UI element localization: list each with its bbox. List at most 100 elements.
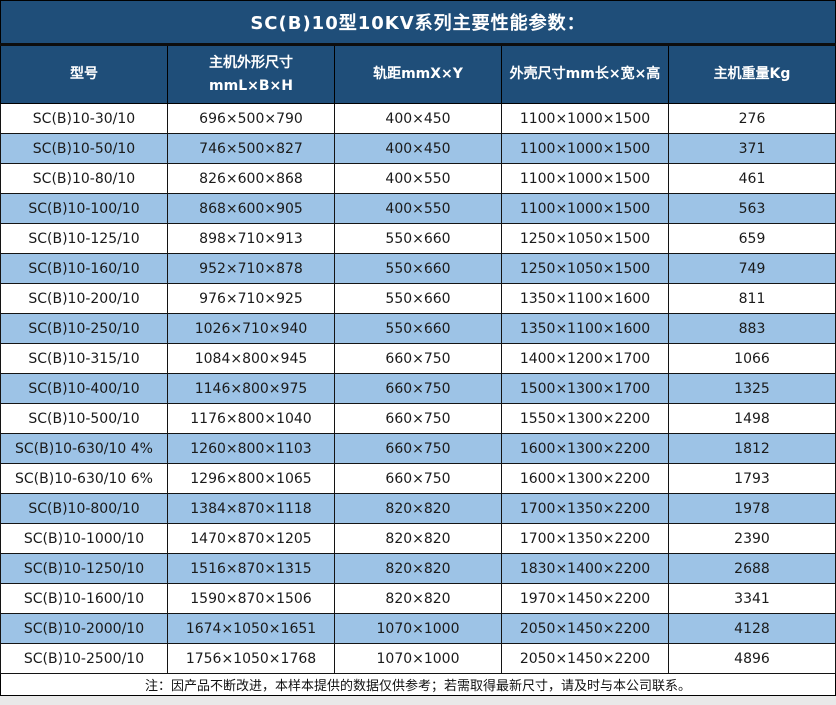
table-cell: 1100×1000×1500 xyxy=(501,103,669,134)
table-cell: 1812 xyxy=(668,433,836,464)
table-cell: 400×450 xyxy=(334,133,502,164)
table-cell: 1350×1100×1600 xyxy=(501,313,669,344)
table-row: SC(B)10-400/10 1146×800×975 660×750 1500×13… xyxy=(0,373,836,404)
table-cell: 952×710×878 xyxy=(167,253,335,284)
table-cell: 826×600×868 xyxy=(167,163,335,194)
table-cell: 1350×1100×1600 xyxy=(501,283,669,314)
table-cell: 1260×800×1103 xyxy=(167,433,335,464)
header-row: 型号 主机外形尺寸 mmL×B×H 轨距mmX×Y 外壳尺寸mm长×宽×高 主机… xyxy=(0,44,836,104)
table-cell: 660×750 xyxy=(334,373,502,404)
table-cell: 820×820 xyxy=(334,493,502,524)
table-cell: 1700×1350×2200 xyxy=(501,493,669,524)
table-cell: 550×660 xyxy=(334,313,502,344)
column-header-model: 型号 xyxy=(0,44,168,104)
table-cell: 1500×1300×1700 xyxy=(501,373,669,404)
table-cell: SC(B)10-1250/10 xyxy=(0,553,168,584)
table-cell: 4896 xyxy=(668,643,836,674)
table-cell: 2390 xyxy=(668,523,836,554)
table-cell: SC(B)10-50/10 xyxy=(0,133,168,164)
title-row: SC(B)10型10KV系列主要性能参数： xyxy=(0,0,836,46)
table-cell: 1084×800×945 xyxy=(167,343,335,374)
table-cell: 1970×1450×2200 xyxy=(501,583,669,614)
table-cell: 276 xyxy=(668,103,836,134)
table-row: SC(B)10-800/10 1384×870×1118 820×820 1700×1… xyxy=(0,493,836,524)
table-cell: 1296×800×1065 xyxy=(167,463,335,494)
table-cell: 4128 xyxy=(668,613,836,644)
table-row: SC(B)10-2000/10 1674×1050×1651 1070×1000 20… xyxy=(0,613,836,644)
table-cell: 1026×710×940 xyxy=(167,313,335,344)
table-cell: 820×820 xyxy=(334,583,502,614)
table-cell: 660×750 xyxy=(334,403,502,434)
table-cell: 820×820 xyxy=(334,523,502,554)
table-cell: 1250×1050×1500 xyxy=(501,253,669,284)
table-cell: SC(B)10-2500/10 xyxy=(0,643,168,674)
table-cell: SC(B)10-200/10 xyxy=(0,283,168,314)
table-row: SC(B)10-80/10 826×600×868 400×550 1100×1000… xyxy=(0,163,836,194)
table-cell: 550×660 xyxy=(334,253,502,284)
table-cell: SC(B)10-500/10 xyxy=(0,403,168,434)
table-cell: 1400×1200×1700 xyxy=(501,343,669,374)
table-row: SC(B)10-1000/10 1470×870×1205 820×820 1700×… xyxy=(0,523,836,554)
table-cell: SC(B)10-80/10 xyxy=(0,163,168,194)
column-header-main-dimensions: 主机外形尺寸 mmL×B×H xyxy=(167,44,335,104)
table-cell: 461 xyxy=(668,163,836,194)
column-header-rail-gauge: 轨距mmX×Y xyxy=(334,44,502,104)
table-cell: 550×660 xyxy=(334,223,502,254)
table-cell: 1070×1000 xyxy=(334,643,502,674)
table-cell: 2050×1450×2200 xyxy=(501,613,669,644)
table-cell: SC(B)10-630/10 4% xyxy=(0,433,168,464)
table-body: SC(B)10-30/10 696×500×790 400×450 1100×1000… xyxy=(0,103,836,674)
table-cell: 1978 xyxy=(668,493,836,524)
table-cell: 1070×1000 xyxy=(334,613,502,644)
table-cell: 1100×1000×1500 xyxy=(501,163,669,194)
table-cell: 1470×870×1205 xyxy=(167,523,335,554)
table-cell: 1700×1350×2200 xyxy=(501,523,669,554)
table-cell: 696×500×790 xyxy=(167,103,335,134)
table-cell: 660×750 xyxy=(334,433,502,464)
table-title: SC(B)10型10KV系列主要性能参数： xyxy=(0,0,836,46)
table-row: SC(B)10-500/10 1176×800×1040 660×750 1550×1… xyxy=(0,403,836,434)
table-cell: SC(B)10-100/10 xyxy=(0,193,168,224)
table-cell: 2050×1450×2200 xyxy=(501,643,669,674)
table-cell: 1498 xyxy=(668,403,836,434)
table-cell: 400×450 xyxy=(334,103,502,134)
table-cell: 1516×870×1315 xyxy=(167,553,335,584)
table-cell: 1793 xyxy=(668,463,836,494)
table-row: SC(B)10-1250/10 1516×870×1315 820×820 1830×… xyxy=(0,553,836,584)
table-cell: 1590×870×1506 xyxy=(167,583,335,614)
table-cell: 1674×1050×1651 xyxy=(167,613,335,644)
table-cell: SC(B)10-400/10 xyxy=(0,373,168,404)
table-cell: 868×600×905 xyxy=(167,193,335,224)
table-row: SC(B)10-30/10 696×500×790 400×450 1100×1000… xyxy=(0,103,836,134)
table-cell: 1550×1300×2200 xyxy=(501,403,669,434)
table-cell: 1830×1400×2200 xyxy=(501,553,669,584)
table-row: SC(B)10-200/10 976×710×925 550×660 1350×110… xyxy=(0,283,836,314)
table-cell: 2688 xyxy=(668,553,836,584)
table-cell: 976×710×925 xyxy=(167,283,335,314)
table-row: SC(B)10-100/10 868×600×905 400×550 1100×100… xyxy=(0,193,836,224)
table-note: 注：因产品不断改进，本样本提供的数据仅供参考；若需取得最新尺寸，请及时与本公司联… xyxy=(0,673,836,696)
table-cell: 3341 xyxy=(668,583,836,614)
table-cell: SC(B)10-250/10 xyxy=(0,313,168,344)
column-header-weight: 主机重量Kg xyxy=(668,44,836,104)
table-cell: 400×550 xyxy=(334,163,502,194)
table-row: SC(B)10-125/10 898×710×913 550×660 1250×105… xyxy=(0,223,836,254)
table-cell: 660×750 xyxy=(334,343,502,374)
table-cell: 1600×1300×2200 xyxy=(501,433,669,464)
table-cell: 1066 xyxy=(668,343,836,374)
table-cell: 1600×1300×2200 xyxy=(501,463,669,494)
table-cell: SC(B)10-2000/10 xyxy=(0,613,168,644)
table-cell: 659 xyxy=(668,223,836,254)
table-cell: SC(B)10-1600/10 xyxy=(0,583,168,614)
table-cell: 1100×1000×1500 xyxy=(501,193,669,224)
table-row: SC(B)10-1600/10 1590×870×1506 820×820 1970×… xyxy=(0,583,836,614)
table-cell: 749 xyxy=(668,253,836,284)
table-cell: 1325 xyxy=(668,373,836,404)
table-row: SC(B)10-250/10 1026×710×940 550×660 1350×11… xyxy=(0,313,836,344)
table-row: SC(B)10-2500/10 1756×1050×1768 1070×1000 20… xyxy=(0,643,836,674)
table-cell: SC(B)10-160/10 xyxy=(0,253,168,284)
table-cell: 820×820 xyxy=(334,553,502,584)
table-cell: 746×500×827 xyxy=(167,133,335,164)
